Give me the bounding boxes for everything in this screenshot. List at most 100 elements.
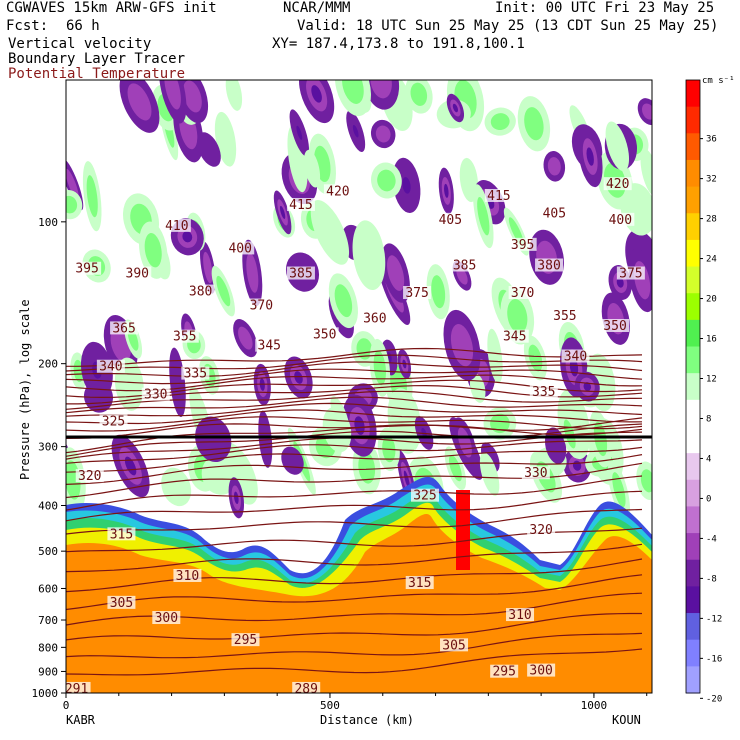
colorbar-segment <box>686 373 700 401</box>
theta-label-group: 350 <box>310 327 339 342</box>
x-axis-title: Distance (km) <box>320 713 414 727</box>
theta-label-group: 415 <box>286 197 315 213</box>
theta-label-bg <box>436 212 465 226</box>
theta-label-group: 380 <box>535 258 564 273</box>
theta-label-bg <box>170 329 199 343</box>
colorbar-segment <box>686 346 700 374</box>
theta-label-bg <box>521 466 550 480</box>
updraft-blob <box>352 220 386 291</box>
theta-label-bg <box>107 527 136 541</box>
theta-contour <box>66 558 643 593</box>
cross-section-endpoints: XY= 187.4,173.8 to 191.8,100.1 <box>272 36 525 52</box>
theta-label: 350 <box>313 327 336 342</box>
colorbar-label: 12 <box>706 375 717 385</box>
theta-label-bg <box>186 284 215 298</box>
theta-label: 300 <box>155 611 178 626</box>
theta-label: 420 <box>326 184 349 199</box>
colorbar-label: 20 <box>706 295 717 305</box>
theta-label-group: 395 <box>508 237 537 253</box>
valid-time: Valid: 18 UTC Sun 25 May 25 (13 CDT Sun … <box>297 18 719 34</box>
theta-label: 360 <box>363 312 386 327</box>
theta-label-group: 370 <box>247 298 276 314</box>
theta-label: 305 <box>442 638 465 653</box>
y-tick-label: 400 <box>38 500 58 513</box>
theta-label: 415 <box>289 198 312 213</box>
theta-label-bg <box>550 309 579 323</box>
theta-label-group: 310 <box>506 608 535 623</box>
theta-label-bg <box>500 329 529 343</box>
colorbar-segment <box>686 613 700 641</box>
theta-label-group: 355 <box>170 329 199 345</box>
downdraft-blob <box>111 434 150 498</box>
downdraft-blob <box>392 157 421 214</box>
theta-label: 410 <box>165 219 188 234</box>
theta-label-group: 385 <box>450 258 479 273</box>
init-time: Init: 00 UTC Fri 23 May 25 <box>495 0 715 16</box>
updraft-blob <box>636 461 652 501</box>
downdraft-blob <box>563 448 592 483</box>
downdraft-blob <box>543 151 566 182</box>
theta-label-group: 320 <box>75 469 104 484</box>
x-tick-label: 500 <box>320 699 340 712</box>
colorbar-units: cm s⁻¹ <box>702 76 735 86</box>
theta-contour <box>66 402 643 417</box>
downdraft-blob <box>273 190 292 235</box>
theta-label-bg <box>286 266 315 280</box>
updraft-blob <box>66 189 83 220</box>
theta-label-group: 340 <box>561 349 590 364</box>
theta-label-group: 375 <box>403 286 432 301</box>
colorbar-segment <box>686 239 700 268</box>
updraft-blob <box>517 96 551 152</box>
colorbar-segment <box>686 453 700 481</box>
theta-label-bg <box>540 206 569 220</box>
updraft-blob <box>444 446 467 490</box>
theta-label: 380 <box>537 258 560 273</box>
theta-label-bg <box>616 266 645 280</box>
theta-label-group: 405 <box>540 206 569 222</box>
theta-label-group: 325 <box>99 414 128 430</box>
downdraft-blob <box>200 241 216 294</box>
x-tick-label: 1000 <box>581 699 608 712</box>
theta-label-group: 310 <box>173 568 202 584</box>
theta-label: 395 <box>511 238 534 253</box>
updraft-blob <box>607 460 631 519</box>
updraft-blob <box>303 149 321 188</box>
downdraft-blob <box>443 309 481 381</box>
theta-contour <box>66 475 643 511</box>
theta-label: 295 <box>492 665 515 680</box>
theta-label: 405 <box>543 207 566 222</box>
colorbar-label: -16 <box>706 654 722 664</box>
theta-label: 310 <box>176 569 199 584</box>
theta-label-bg <box>73 261 102 275</box>
colorbar-label: 36 <box>706 135 717 145</box>
theta-label: 420 <box>606 177 629 192</box>
theta-label-group: 295 <box>231 633 260 648</box>
theta-label-bg <box>440 638 469 652</box>
updraft-blob <box>211 265 235 317</box>
downdraft-blob <box>346 110 366 153</box>
theta-label-bg <box>247 298 276 312</box>
updraft-blob <box>605 121 630 172</box>
theta-label: 315 <box>408 576 431 591</box>
updraft-blob <box>473 184 494 249</box>
theta-label-bg <box>506 608 535 622</box>
theta-label-group: 315 <box>107 527 136 542</box>
updraft-blob <box>161 467 192 507</box>
updraft-blob <box>328 273 358 329</box>
theta-label: 380 <box>189 285 212 300</box>
theta-label: 289 <box>294 682 317 697</box>
tracer-red-plume <box>456 490 470 570</box>
colorbar-segment <box>686 639 700 667</box>
theta-label: 330 <box>524 466 547 481</box>
theta-label: 325 <box>102 415 125 430</box>
theta-label: 375 <box>619 267 642 282</box>
downdraft-blob <box>195 416 232 463</box>
theta-contour <box>66 396 643 414</box>
theta-label: 340 <box>99 360 122 375</box>
theta-contour <box>66 612 642 641</box>
theta-label-bg <box>286 197 315 211</box>
theta-label: 405 <box>439 213 462 228</box>
theta-contour <box>66 361 643 377</box>
theta-label: 400 <box>609 213 632 228</box>
forecast-hour: 66 h <box>66 18 100 34</box>
